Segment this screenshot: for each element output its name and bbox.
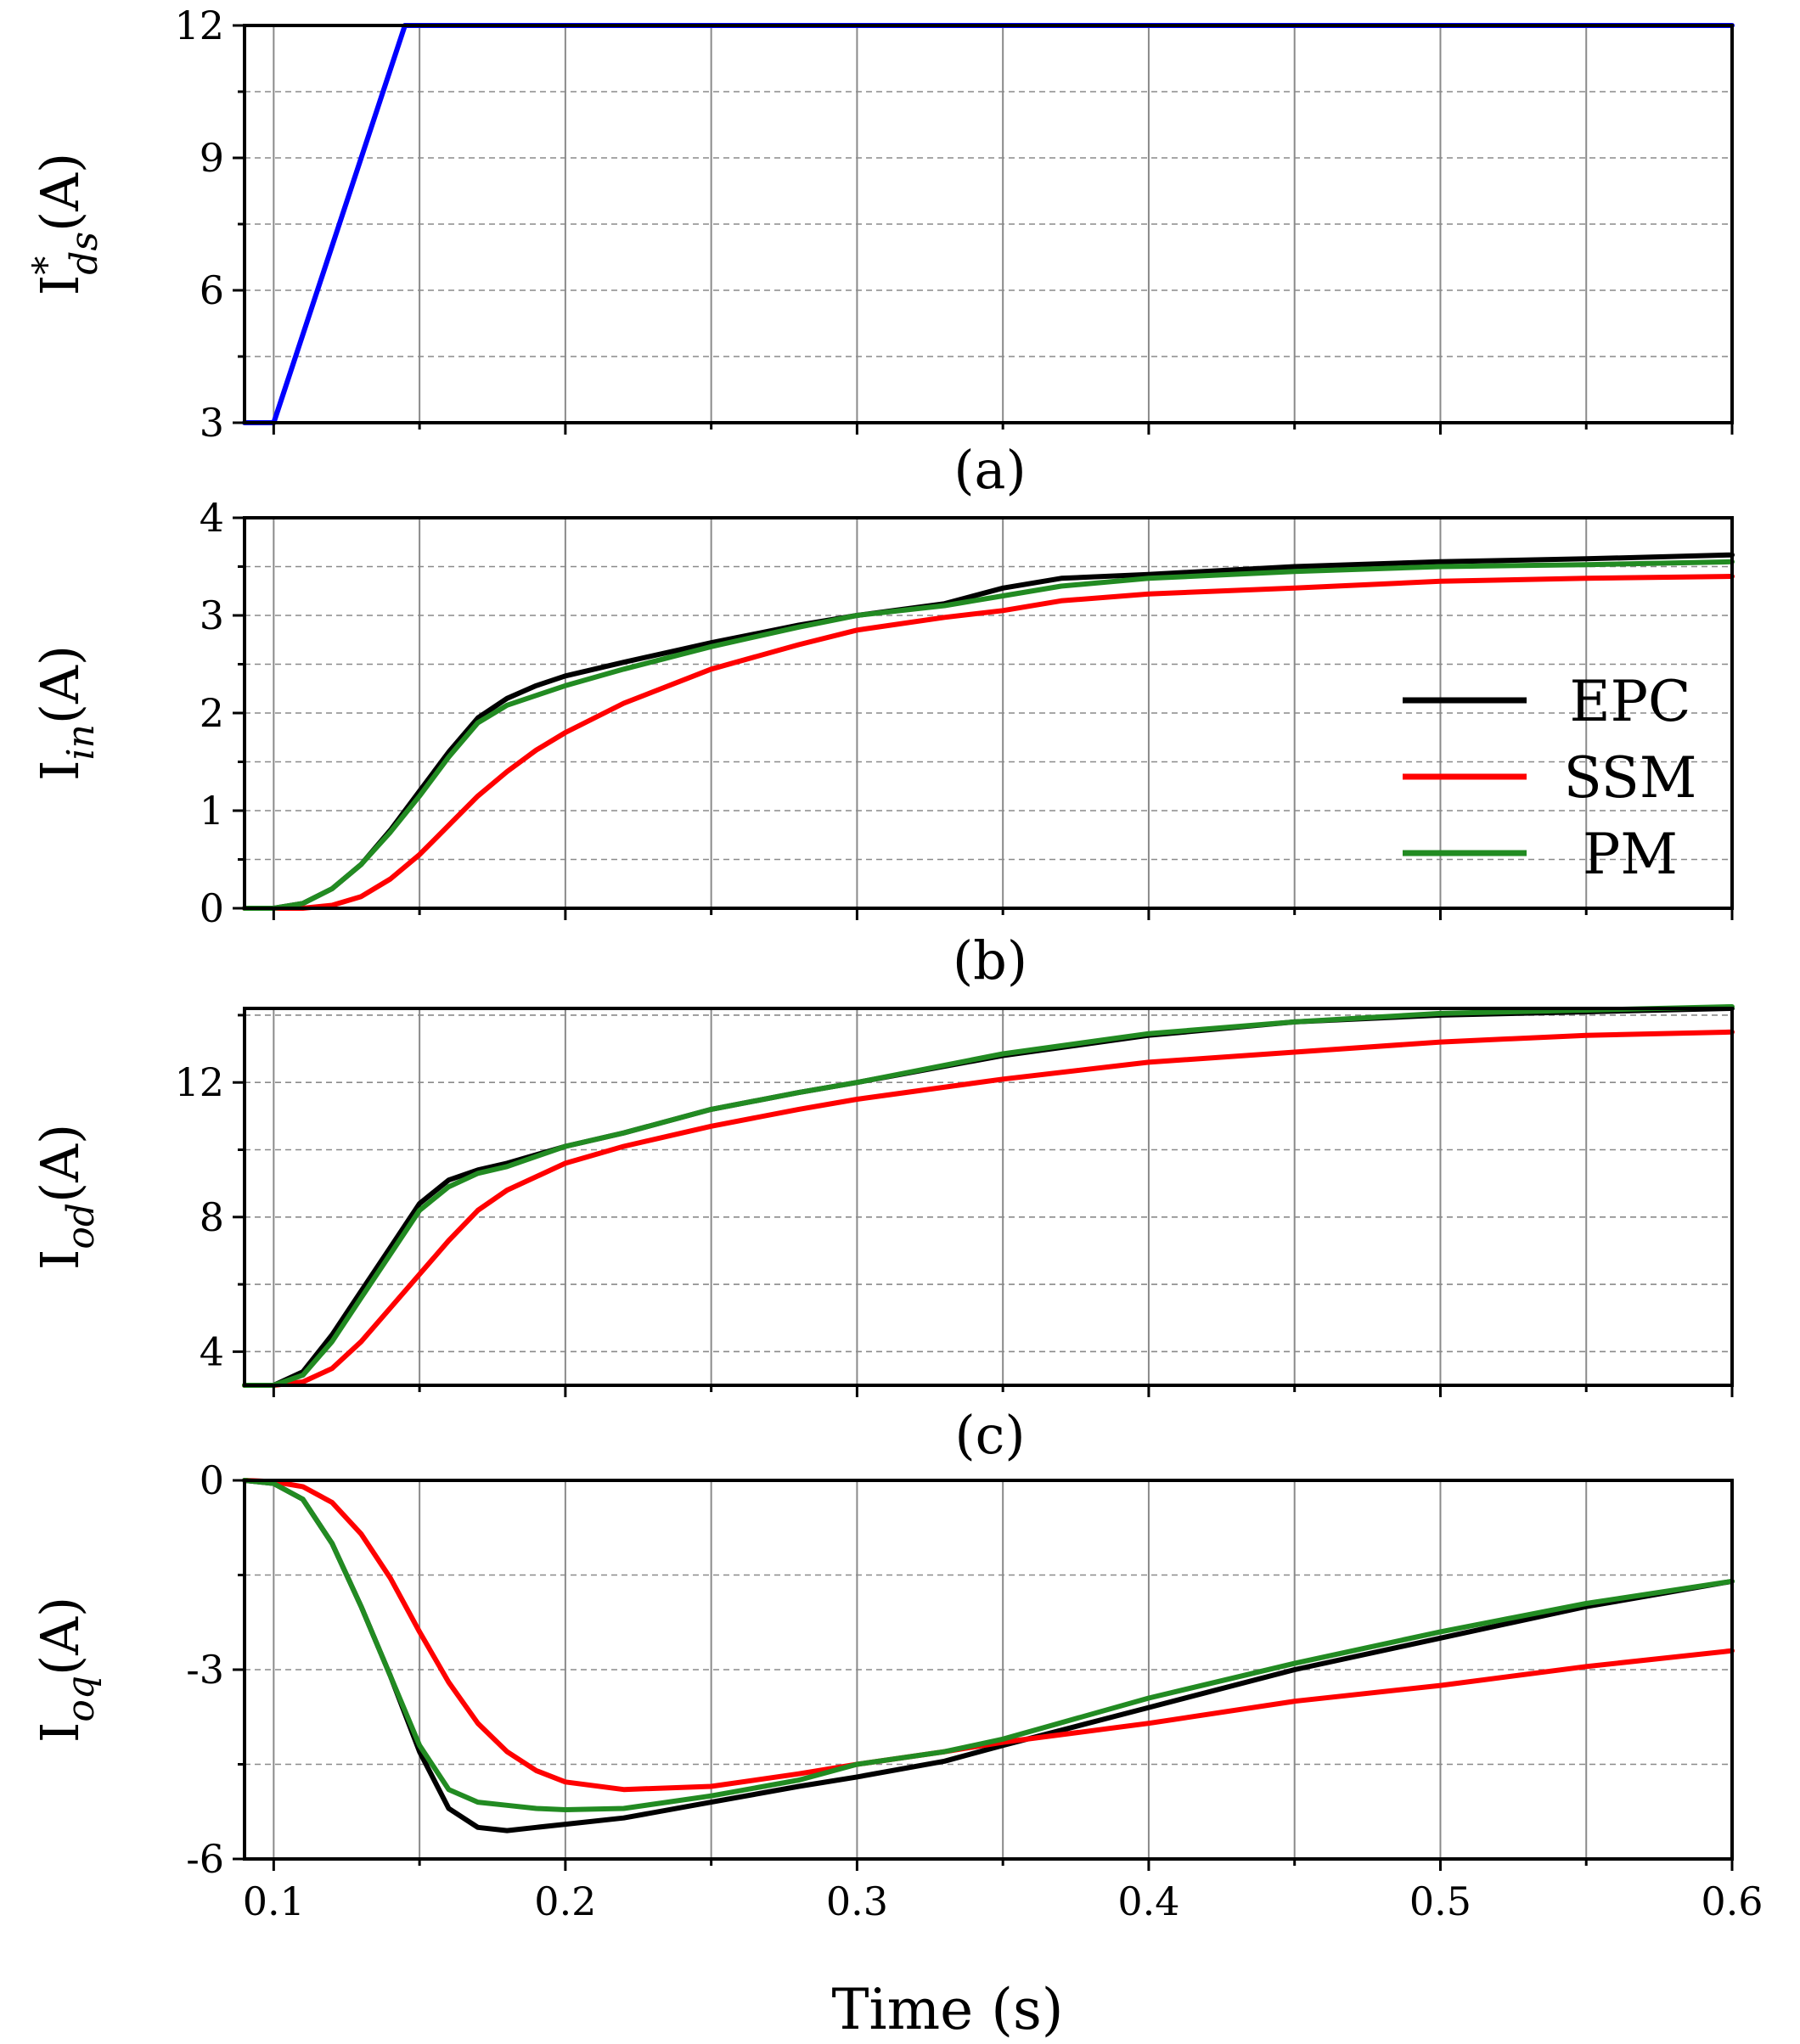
y-tick-label: 3 — [200, 400, 224, 446]
y-tick-label: 3 — [200, 592, 224, 638]
series-line-epc-panel-c — [242, 1006, 1735, 1388]
series-line-pm-panel-d — [242, 1478, 1735, 1812]
series-line-ssm-panel-b — [242, 574, 1735, 911]
panel-d: -6 -3 0 0.1 0.2 0.3 0.4 0.5 0.6 Ioq(A) — [29, 1457, 1763, 1924]
y-tick-label: 12 — [174, 1059, 224, 1105]
panels-layer: 36912I*ds(A)(a)01234Iin(A)(b)4812Iod(A)(… — [25, 3, 1763, 1924]
panel-c: 4 8 12 Iod(A) (c) — [29, 1004, 1735, 1466]
y-tick-label: 4 — [200, 495, 224, 541]
panel-a: 3 6 9 12 I*ds(A) (a) — [25, 3, 1735, 501]
y-tick-label: -3 — [186, 1647, 224, 1693]
panel-b: 0 1 2 3 4 Iin(A) (b) — [29, 495, 1735, 991]
x-tick-label: 0.1 — [243, 1878, 305, 1924]
x-tick-label: 0.5 — [1409, 1878, 1471, 1924]
y-tick-label: 4 — [200, 1328, 224, 1374]
y-tick-label: 0 — [200, 885, 224, 931]
y-tick-label: 12 — [174, 3, 224, 48]
x-tick-label: 0.6 — [1701, 1878, 1763, 1924]
y-tick-label: 0 — [200, 1457, 224, 1503]
y-axis-label: Iin(A) — [29, 645, 103, 781]
y-tick-label: 2 — [200, 690, 224, 736]
y-tick-label: -6 — [186, 1836, 224, 1882]
plot-frame — [243, 1007, 1734, 1387]
panel-caption-b: (b) — [953, 929, 1027, 991]
series-line-pm-panel-c — [242, 1004, 1735, 1388]
y-tick-label: 1 — [200, 788, 224, 834]
legend-entry-epc: EPC — [1403, 669, 1691, 734]
y-tick-label: 6 — [200, 267, 224, 313]
panel-caption-a: (a) — [953, 439, 1026, 501]
legend: EPC SSM PM — [1403, 669, 1696, 887]
y-tick-label: 8 — [200, 1194, 224, 1240]
series-line-epc-panel-d — [242, 1478, 1735, 1833]
legend-entry-pm: PM — [1403, 822, 1678, 887]
y-tick-label: 9 — [200, 135, 224, 181]
series-line-ssm-panel-d — [242, 1478, 1735, 1793]
legend-entry-ssm: SSM — [1403, 745, 1696, 811]
x-tick-label: 0.3 — [826, 1878, 888, 1924]
series-line-pm-panel-b — [242, 559, 1735, 911]
x-axis-title: Time (s) — [831, 1977, 1063, 2042]
legend-label: SSM — [1564, 745, 1697, 811]
y-axis-label: Ioq(A) — [29, 1597, 103, 1743]
x-tick-label: 0.2 — [534, 1878, 596, 1924]
x-tick-label: 0.4 — [1117, 1878, 1179, 1924]
panel-caption-c: (c) — [954, 1404, 1025, 1466]
y-axis-label: I*ds(A) — [25, 153, 106, 295]
series-line-ssm-panel-c — [242, 1029, 1735, 1388]
legend-label: PM — [1583, 822, 1678, 887]
y-axis-label: Iod(A) — [29, 1124, 103, 1270]
legend-label: EPC — [1569, 669, 1690, 734]
